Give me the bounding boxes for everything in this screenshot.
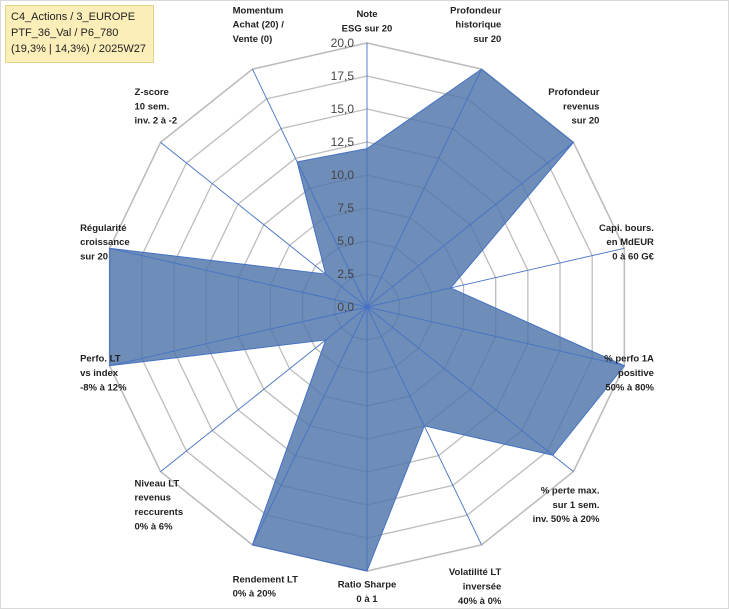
axis-label-line: Volatilité LT — [449, 567, 502, 578]
axis-spoke — [160, 142, 368, 308]
axis-label-line: Profondeur — [450, 5, 501, 16]
tick-label: 0,0 — [337, 300, 354, 314]
axis-label-line: Achat (20) / — [233, 20, 285, 31]
tick-label: 12,5 — [331, 135, 355, 149]
tick-label: 20,0 — [331, 36, 355, 50]
axis-label-line: 10 sem. — [135, 101, 170, 112]
axis-spoke — [366, 142, 574, 308]
radar-axis-labels: Note ESG sur 20 Profondeur historique sur 20… — [80, 5, 655, 606]
tick-label: 5,0 — [337, 234, 354, 248]
axis-label-line: 0% à 6% — [135, 521, 174, 532]
axis-label-line: 50% à 80% — [605, 382, 654, 393]
axis-label-line: 0 à 60 G€ — [612, 251, 654, 262]
axis-label-line: revenus — [135, 493, 171, 504]
axis-label: Niveau LT revenus reccurents 0% à 6% — [135, 478, 184, 532]
axis-spoke — [109, 247, 368, 308]
axis-label-line: inv. 2 à -2 — [135, 116, 178, 127]
axis-label-line: sur 20 — [473, 34, 501, 45]
axis-spoke — [109, 306, 368, 367]
axis-label: % perfo 1A positive 50% à 80% — [604, 354, 654, 394]
axis-label-line: ESG sur 20 — [342, 23, 393, 34]
axis-label-line: Profondeur — [548, 87, 599, 98]
axis-spoke — [252, 68, 368, 308]
axis-label-line: reccurents — [135, 507, 184, 518]
axis-label-line: -8% à 12% — [80, 382, 127, 393]
axis-spoke — [366, 247, 625, 308]
axis-label: Momentum Achat (20) / Vente (0) — [233, 5, 285, 45]
radar-spokes — [109, 43, 625, 571]
tick-label: 10,0 — [331, 168, 355, 182]
axis-label: Z-score 10 sem. inv. 2 à -2 — [135, 87, 178, 127]
axis-spoke — [160, 306, 368, 472]
title-line-2: PTF_36_Val / P6_780 — [11, 27, 119, 39]
tick-label: 2,5 — [337, 267, 354, 281]
axis-spoke — [366, 306, 574, 472]
axis-label-line: % perte max. — [541, 486, 600, 497]
axis-label: Note ESG sur 20 — [342, 9, 393, 34]
axis-label: Volatilité LT inversée 40% à 0% — [449, 567, 502, 607]
axis-label-line: inversée — [463, 581, 502, 592]
axis-spoke — [366, 68, 482, 308]
axis-label-line: 0% à 20% — [233, 589, 277, 600]
axis-label-line: 0 à 1 — [356, 594, 378, 605]
axis-label: Rendement LT 0% à 20% — [233, 574, 298, 599]
axis-label-line: Note — [356, 9, 377, 20]
axis-label: Régularité croissance sur 20 — [80, 223, 130, 263]
title-line-1: C4_Actions / 3_EUROPE — [11, 11, 136, 23]
axis-label-line: Ratio Sharpe — [338, 580, 397, 591]
axis-label-line: 40% à 0% — [458, 596, 502, 607]
axis-spoke — [366, 306, 625, 367]
axis-label-line: Niveau LT — [135, 478, 180, 489]
chart-title-box: C4_Actions / 3_EUROPE PTF_36_Val / P6_78… — [5, 5, 154, 63]
axis-label-line: Rendement LT — [233, 574, 298, 585]
tick-label: 7,5 — [337, 201, 354, 215]
axis-label-line: historique — [455, 20, 501, 31]
axis-label-line: Z-score — [135, 87, 169, 98]
axis-label-line: positive — [618, 368, 654, 379]
radar-tick-labels: 0,0 2,5 5,0 7,5 10,0 12,5 15,0 17,5 20,0 — [331, 36, 355, 314]
axis-label: % perte max. sur 1 sem. inv. 50% à 20% — [533, 486, 600, 526]
axis-label-line: revenus — [563, 101, 599, 112]
axis-label-line: sur 1 sem. — [552, 500, 599, 511]
axis-label: Perfo. LT vs index -8% à 12% — [80, 354, 127, 394]
title-line-3: (19,3% | 14,3%) / 2025W27 — [11, 43, 146, 55]
axis-spoke — [252, 306, 368, 546]
axis-label-line: en MdEUR — [606, 237, 654, 248]
tick-label: 17,5 — [331, 69, 355, 83]
axis-label-line: Régularité — [80, 223, 126, 234]
axis-label-line: Capi. bours. — [599, 223, 654, 234]
axis-label-line: Momentum — [233, 5, 284, 16]
axis-label-line: inv. 50% à 20% — [533, 514, 600, 525]
axis-spoke — [366, 306, 482, 546]
axis-label-line: Vente (0) — [233, 34, 273, 45]
axis-label: Profondeur revenus sur 20 — [548, 87, 599, 127]
axis-label-line: % perfo 1A — [604, 354, 654, 365]
axis-label: Profondeur historique sur 20 — [450, 5, 501, 45]
tick-label: 15,0 — [331, 102, 355, 116]
axis-label: Capi. bours. en MdEUR 0 à 60 G€ — [599, 223, 655, 263]
axis-label-line: vs index — [80, 368, 119, 379]
axis-label-line: croissance — [80, 237, 130, 248]
axis-label-line: sur 20 — [571, 116, 599, 127]
axis-label: Ratio Sharpe 0 à 1 — [338, 580, 397, 605]
axis-label-line: Perfo. LT — [80, 354, 121, 365]
axis-label-line: sur 20 — [80, 251, 108, 262]
